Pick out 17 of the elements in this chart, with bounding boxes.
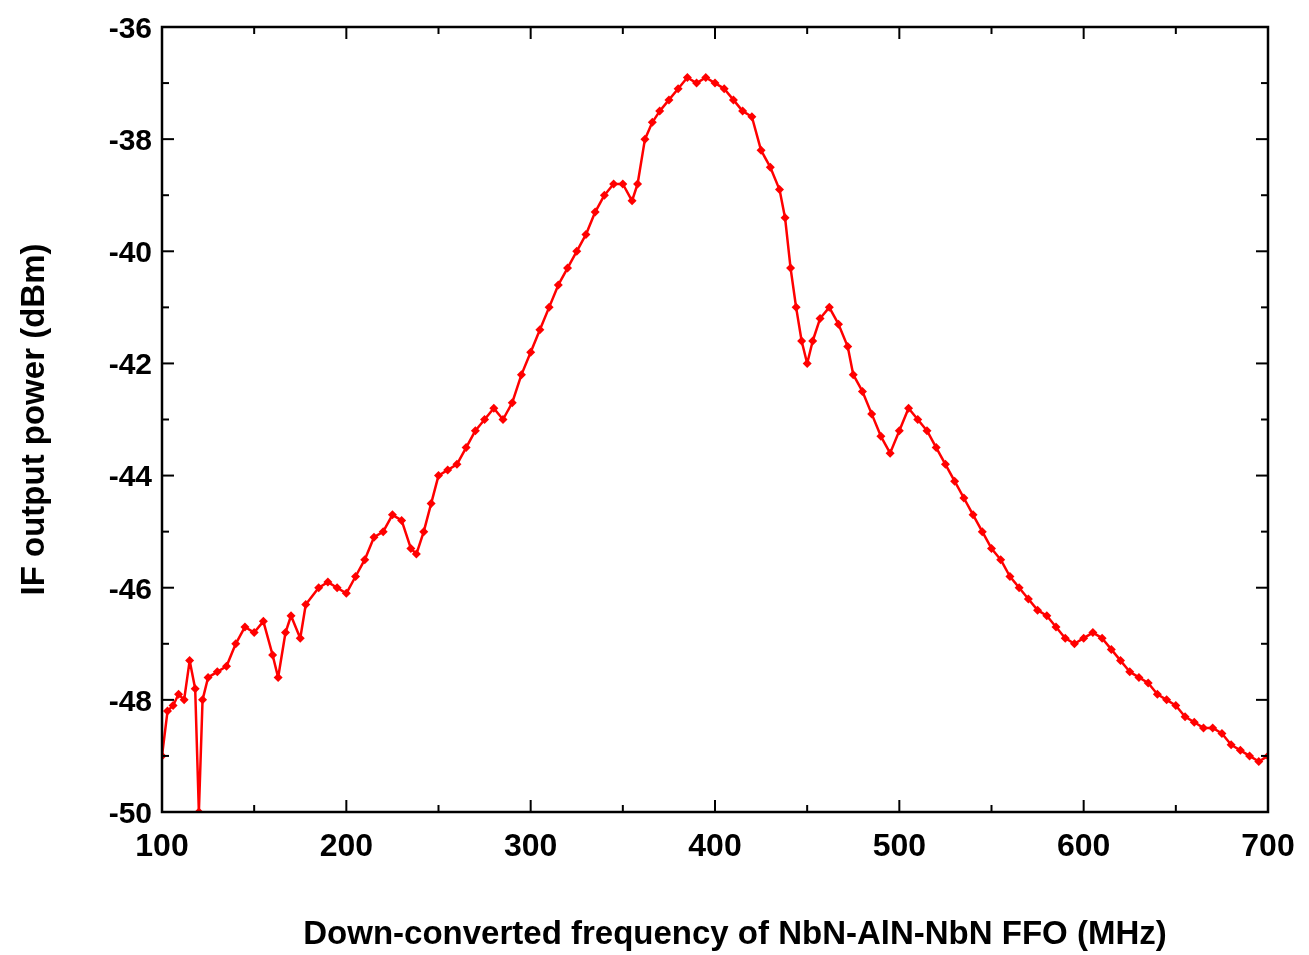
y-tick-label: -46 [108, 571, 152, 605]
y-tick-label: -44 [108, 459, 153, 493]
y-tick-label: -50 [108, 795, 152, 829]
y-tick-label: -38 [108, 122, 152, 156]
x-tick-label: 600 [1056, 827, 1111, 863]
y-tick-label: -48 [108, 683, 152, 717]
x-tick-label: 200 [319, 827, 374, 863]
y-tick-label: -36 [108, 10, 152, 44]
x-axis-title: Down-converted frequency of NbN-AlN-NbN FFO (MHz) [303, 914, 1167, 951]
x-tick-label: 500 [872, 827, 927, 863]
x-tick-label: 100 [135, 827, 189, 863]
x-tick-label: 400 [688, 827, 742, 863]
y-axis-title: IF output power (dBm) [14, 243, 51, 596]
x-tick-label: 700 [1241, 827, 1295, 863]
y-tick-label: -40 [108, 235, 152, 269]
x-tick-label: 300 [503, 827, 558, 863]
y-tick-label: -42 [108, 347, 152, 381]
